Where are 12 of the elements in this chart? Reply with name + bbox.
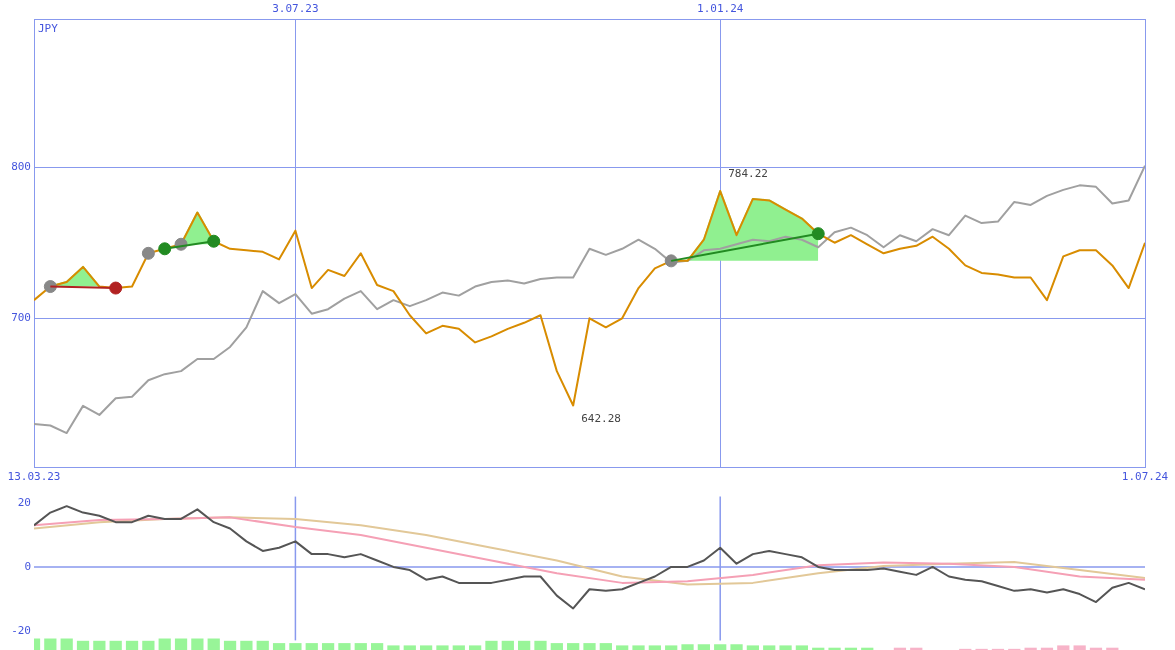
y-tick-label: 20 (17, 495, 31, 509)
y-tick-label: 0 (24, 559, 31, 573)
x-tick-label: 13.03.23 (7, 470, 61, 484)
y-tick-label: -20 (11, 623, 31, 637)
y-tick-label: 800 (11, 160, 31, 174)
y-axis-title: JPY (38, 21, 59, 35)
annotation: 642.28 (581, 411, 621, 425)
annotation: 784.22 (728, 167, 768, 181)
y-tick-label: 700 (11, 311, 31, 325)
x-tick-label: 1.07.24 (1121, 470, 1169, 484)
x2-tick-label: 3.07.23 (272, 2, 319, 16)
x2-tick-label: 1.01.24 (697, 2, 744, 16)
